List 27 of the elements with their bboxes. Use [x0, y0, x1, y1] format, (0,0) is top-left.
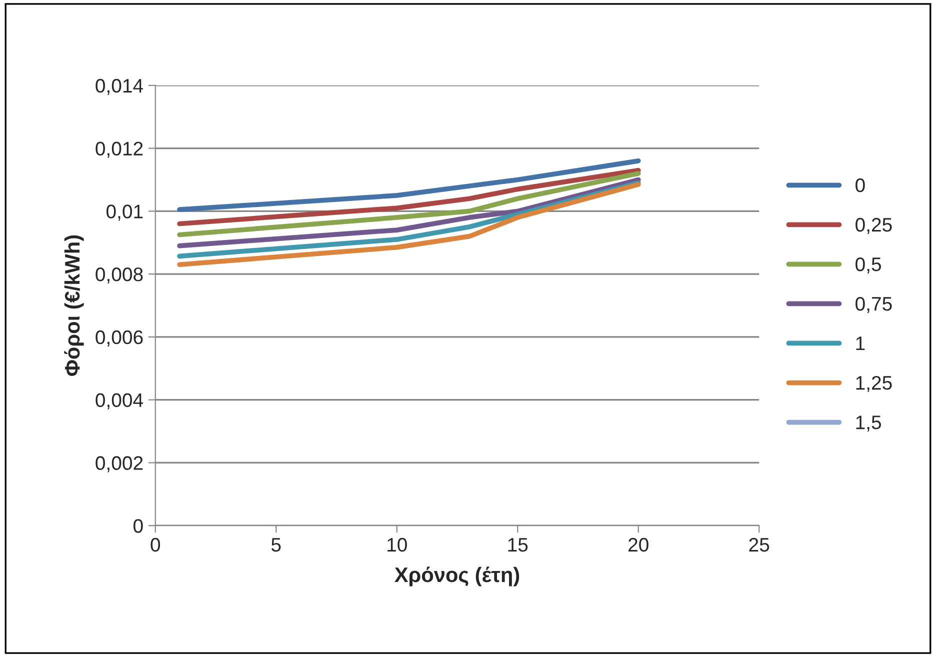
legend-label: 0,5: [856, 257, 881, 274]
y-tick-label: 0,004: [96, 393, 144, 410]
y-tick-label: 0,006: [96, 330, 143, 346]
y-tick-label: 0,008: [96, 268, 143, 284]
legend-label: 1,25: [856, 376, 892, 392]
line-series: [177, 177, 641, 248]
x-tick-label: 10: [388, 538, 407, 552]
y-axis-title: Φόροι (€/kWh): [64, 235, 84, 376]
x-tick-label: 25: [749, 538, 770, 552]
legend-label: 1: [856, 336, 865, 350]
x-axis-title: Χρόνος (έτη): [394, 566, 520, 586]
line-series: [177, 168, 641, 226]
x-tick-label: 5: [271, 538, 281, 552]
line-series: [177, 171, 641, 238]
x-tick-label: 15: [508, 538, 528, 552]
legend-label: 0,25: [856, 218, 892, 234]
legend-label: 0,75: [856, 296, 892, 314]
x-tick-label: 0: [150, 538, 160, 552]
x-tick-label: 20: [628, 538, 648, 552]
y-tick-label: 0,012: [96, 142, 143, 158]
y-tick-label: 0: [134, 519, 143, 533]
legend-label: 0: [856, 178, 865, 192]
line-series: [177, 158, 641, 212]
legend-label: 1,5: [856, 416, 881, 432]
y-tick-label: 0,01: [106, 204, 143, 221]
y-tick-label: 0,014: [96, 78, 144, 95]
y-tick-label: 0,002: [96, 456, 143, 472]
